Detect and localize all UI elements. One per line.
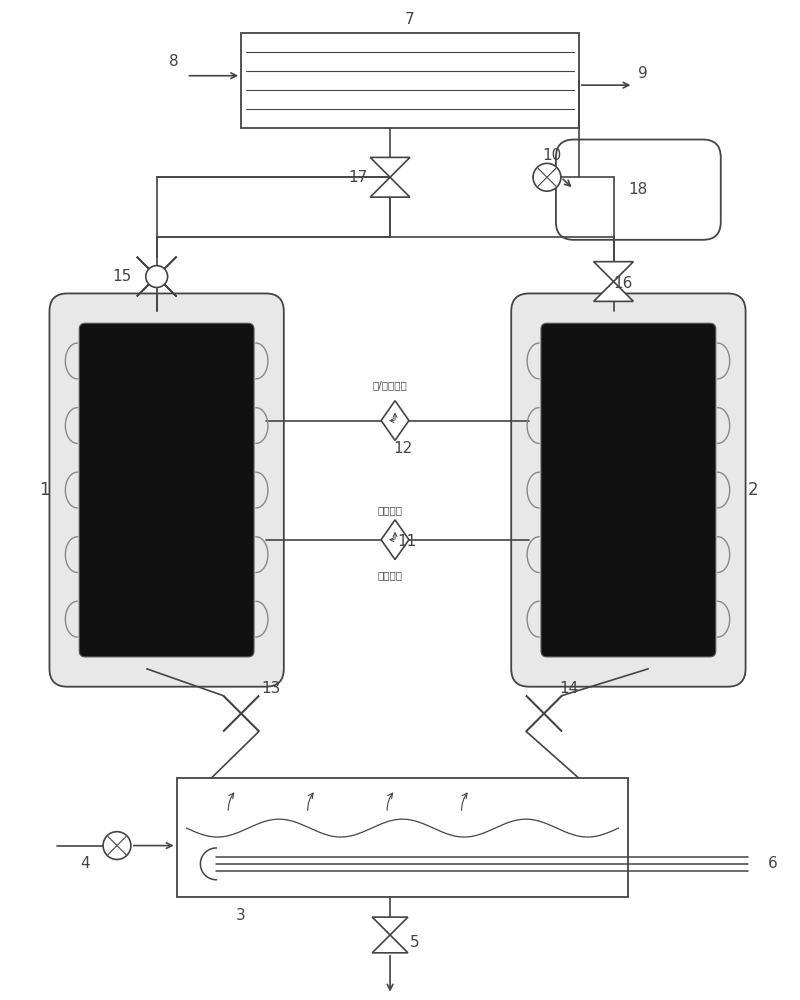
Circle shape — [103, 832, 131, 859]
Text: 13: 13 — [262, 681, 281, 696]
Polygon shape — [370, 157, 410, 177]
Text: 11: 11 — [398, 534, 417, 549]
Text: 5: 5 — [410, 935, 420, 950]
Text: 冷水进口: 冷水进口 — [378, 570, 402, 580]
Text: 14: 14 — [559, 681, 578, 696]
Text: 18: 18 — [629, 182, 648, 197]
Text: 16: 16 — [614, 276, 633, 291]
Circle shape — [533, 163, 561, 191]
FancyBboxPatch shape — [511, 293, 746, 687]
Text: 1: 1 — [39, 481, 50, 499]
Text: 10: 10 — [542, 148, 562, 163]
Polygon shape — [526, 696, 562, 731]
Polygon shape — [223, 696, 259, 731]
Text: 9: 9 — [638, 66, 648, 81]
Text: 3: 3 — [236, 908, 246, 923]
Polygon shape — [381, 520, 409, 560]
FancyBboxPatch shape — [556, 140, 721, 240]
FancyBboxPatch shape — [50, 293, 284, 687]
Polygon shape — [381, 401, 409, 440]
Bar — [241, 33, 578, 128]
Polygon shape — [526, 696, 562, 731]
Text: 热水进口: 热水进口 — [378, 505, 402, 515]
Text: 15: 15 — [112, 269, 131, 284]
Polygon shape — [594, 262, 634, 282]
Polygon shape — [137, 257, 177, 296]
Text: 12: 12 — [394, 441, 413, 456]
Text: 7: 7 — [405, 12, 414, 27]
Text: 冷/热水出口: 冷/热水出口 — [373, 380, 407, 390]
Polygon shape — [137, 257, 177, 296]
FancyBboxPatch shape — [79, 323, 254, 657]
Text: 6: 6 — [767, 856, 778, 871]
Text: 4: 4 — [80, 856, 90, 871]
Polygon shape — [223, 696, 259, 731]
Polygon shape — [372, 935, 408, 953]
Polygon shape — [372, 917, 408, 935]
Polygon shape — [594, 282, 634, 301]
FancyBboxPatch shape — [541, 323, 716, 657]
Text: 8: 8 — [169, 54, 178, 69]
Text: 17: 17 — [349, 170, 368, 185]
Polygon shape — [370, 177, 410, 197]
Bar — [177, 778, 629, 897]
Circle shape — [146, 266, 168, 287]
Text: 2: 2 — [748, 481, 759, 499]
